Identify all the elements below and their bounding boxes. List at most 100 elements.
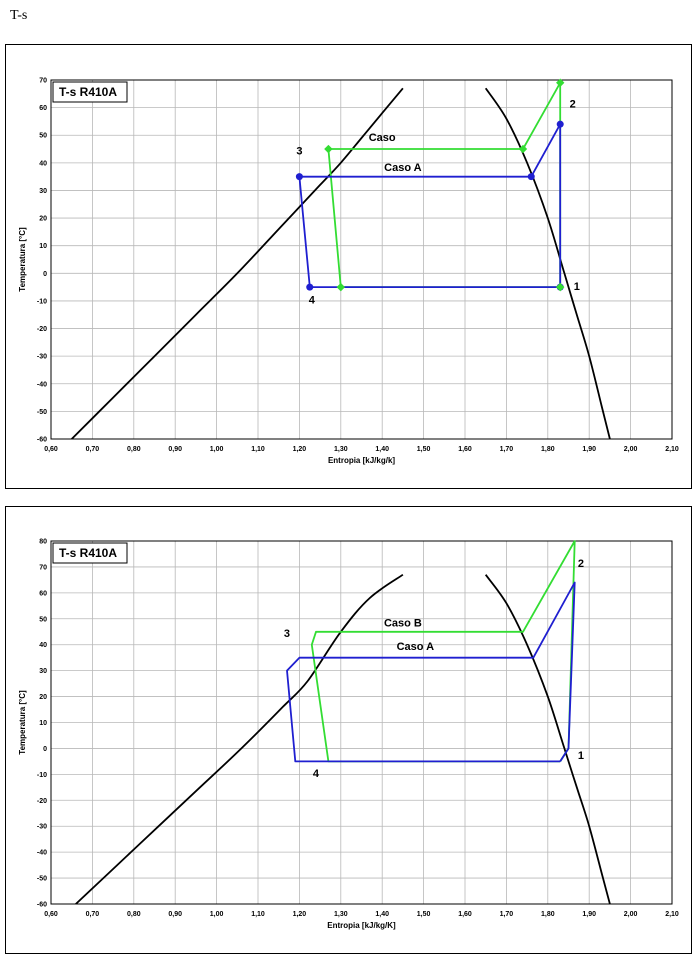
x-tick-label: 0,60 bbox=[44, 911, 58, 918]
point-marker-caso bbox=[324, 144, 333, 154]
x-tick-label: 1,70 bbox=[500, 446, 514, 453]
y-tick-label: 50 bbox=[39, 133, 47, 140]
x-tick-label: 1,60 bbox=[458, 446, 472, 453]
y-tick-label: 70 bbox=[39, 564, 47, 571]
x-tick-label: 1,40 bbox=[375, 911, 389, 918]
x-tick-label: 1,30 bbox=[334, 911, 348, 918]
ts-chart-1: 0,60 0,70 0,80 0,90 1,00 1,10 1,20 1,30 1,40 1,50… bbox=[18, 78, 679, 466]
y-tick-label: 60 bbox=[39, 105, 47, 112]
x-tick-label: 2,10 bbox=[665, 446, 679, 453]
state-point-label: 4 bbox=[309, 295, 316, 307]
y-axis-label: Temperatura [°C] bbox=[18, 690, 27, 755]
y-tick-label: -30 bbox=[37, 824, 47, 831]
y-tick-label: -20 bbox=[37, 326, 47, 333]
x-tick-label: 1,90 bbox=[582, 446, 596, 453]
y-tick-label: 60 bbox=[39, 590, 47, 597]
x-tick-label: 2,00 bbox=[624, 446, 638, 453]
y-tick-label: 30 bbox=[39, 188, 47, 195]
case-label: Caso A bbox=[384, 162, 422, 174]
chart-frame-2: 0,60 0,70 0,80 0,90 1,00 1,10 1,20 1,30 1,40 1,50… bbox=[5, 506, 692, 954]
point-marker-caso-a bbox=[295, 173, 303, 181]
cycle-line-caso-a bbox=[286, 581, 576, 763]
state-point-label: 3 bbox=[296, 146, 302, 158]
y-tick-label: 40 bbox=[39, 642, 47, 649]
x-tick-label: 1,00 bbox=[210, 446, 224, 453]
state-point-label: 1 bbox=[578, 750, 584, 762]
cycle-line-caso-a bbox=[298, 123, 562, 288]
x-tick-label: 1,50 bbox=[417, 911, 431, 918]
chart-title-box bbox=[52, 542, 128, 564]
y-tick-label: 10 bbox=[39, 243, 47, 250]
plot-border bbox=[50, 79, 673, 440]
x-tick-label: 0,80 bbox=[127, 446, 141, 453]
x-tick-label: 1,80 bbox=[541, 446, 555, 453]
point-marker-caso bbox=[556, 78, 565, 87]
x-tick-label: 1,30 bbox=[334, 446, 348, 453]
saturated-vapor-curve bbox=[484, 87, 611, 439]
x-tick-label: 0,70 bbox=[86, 911, 100, 918]
x-tick-label: 0,90 bbox=[168, 446, 182, 453]
ts-chart-2: 0,60 0,70 0,80 0,90 1,00 1,10 1,20 1,30 1,40 1,50… bbox=[18, 539, 679, 931]
point-marker-caso-a bbox=[306, 283, 314, 291]
chart-title-box bbox=[52, 81, 128, 103]
y-tick-label: 80 bbox=[39, 539, 47, 546]
y-tick-label: 50 bbox=[39, 616, 47, 623]
case-label: Caso A bbox=[397, 641, 435, 653]
x-tick-label: 2,10 bbox=[665, 911, 679, 918]
state-point-label: 1 bbox=[574, 281, 580, 293]
state-point-label: 4 bbox=[313, 768, 320, 780]
y-tick-label: -20 bbox=[37, 798, 47, 805]
y-tick-label: -60 bbox=[37, 902, 47, 909]
chart-title: T-s R410A bbox=[59, 85, 117, 99]
y-tick-label: -10 bbox=[37, 298, 47, 305]
y-tick-label: 70 bbox=[39, 78, 47, 85]
state-point-label: 2 bbox=[570, 99, 576, 111]
point-marker-caso-a bbox=[556, 120, 564, 128]
y-tick-label: -60 bbox=[37, 437, 47, 444]
page-title: T-s bbox=[10, 8, 28, 23]
x-tick-label: 1,10 bbox=[251, 911, 265, 918]
saturated-vapor-curve bbox=[484, 574, 611, 904]
x-tick-label: 1,60 bbox=[458, 911, 472, 918]
x-axis-label: Entropia [kJ/kg/K] bbox=[327, 921, 396, 930]
plot-border bbox=[50, 540, 673, 905]
x-tick-label: 0,80 bbox=[127, 911, 141, 918]
x-tick-label: 1,80 bbox=[541, 911, 555, 918]
state-point-label: 3 bbox=[284, 628, 290, 640]
chart-title: T-s R410A bbox=[59, 546, 117, 560]
saturated-liquid-curve bbox=[71, 87, 404, 439]
y-tick-label: 20 bbox=[39, 216, 47, 223]
y-tick-label: 10 bbox=[39, 720, 47, 727]
x-axis-label: Entropia [kJ/kg/k] bbox=[328, 456, 395, 465]
y-tick-label: 30 bbox=[39, 668, 47, 675]
y-tick-label: -10 bbox=[37, 772, 47, 779]
y-tick-label: 0 bbox=[43, 746, 47, 753]
x-tick-label: 2,00 bbox=[624, 911, 638, 918]
x-tick-label: 1,10 bbox=[251, 446, 265, 453]
x-tick-label: 1,40 bbox=[375, 446, 389, 453]
y-tick-label: -40 bbox=[37, 381, 47, 388]
case-label: Caso bbox=[369, 132, 396, 144]
y-tick-label: -50 bbox=[37, 876, 47, 883]
saturated-liquid-curve bbox=[75, 573, 404, 904]
y-tick-label: -50 bbox=[37, 409, 47, 416]
state-point-label: 2 bbox=[578, 558, 584, 570]
y-tick-label: 40 bbox=[39, 160, 47, 167]
case-label: Caso B bbox=[384, 618, 422, 630]
x-tick-label: 1,00 bbox=[210, 911, 224, 918]
y-tick-label: -40 bbox=[37, 850, 47, 857]
y-axis-label: Temperatura [°C] bbox=[18, 227, 27, 292]
x-tick-label: 1,20 bbox=[293, 446, 307, 453]
x-tick-label: 0,60 bbox=[44, 446, 58, 453]
x-tick-label: 0,90 bbox=[168, 911, 182, 918]
y-tick-label: -30 bbox=[37, 354, 47, 361]
x-tick-label: 1,20 bbox=[293, 911, 307, 918]
point-marker-caso-a bbox=[527, 173, 535, 181]
x-tick-label: 1,50 bbox=[417, 446, 431, 453]
x-tick-label: 1,70 bbox=[500, 911, 514, 918]
x-tick-label: 1,90 bbox=[582, 911, 596, 918]
plot-area bbox=[50, 79, 673, 440]
x-tick-label: 0,70 bbox=[86, 446, 100, 453]
y-tick-label: 0 bbox=[43, 271, 47, 278]
point-marker-caso bbox=[336, 282, 346, 292]
